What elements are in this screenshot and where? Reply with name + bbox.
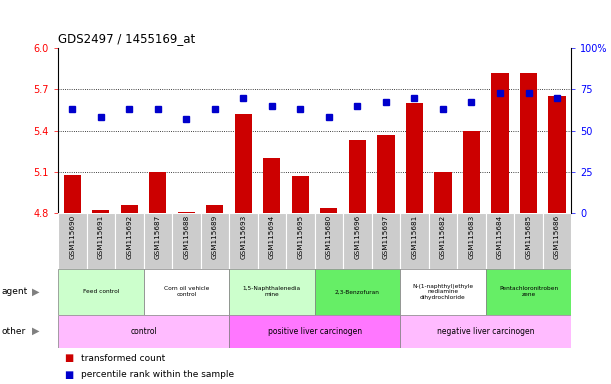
Text: positive liver carcinogen: positive liver carcinogen (268, 327, 362, 336)
Bar (315, 213, 343, 269)
Bar (371, 213, 400, 269)
Bar (520, 73, 537, 213)
Text: GSM115681: GSM115681 (411, 215, 417, 259)
Bar (92, 210, 109, 213)
Text: GSM115687: GSM115687 (155, 215, 161, 259)
Bar (286, 213, 315, 269)
Text: Pentachloronitroben
zene: Pentachloronitroben zene (499, 286, 558, 297)
Bar (87, 213, 115, 269)
Text: ■: ■ (64, 370, 73, 380)
Text: GSM115688: GSM115688 (183, 215, 189, 259)
Bar (343, 213, 371, 269)
Bar (229, 213, 258, 269)
Text: control: control (130, 327, 157, 336)
Bar (491, 73, 508, 213)
Bar (115, 213, 144, 269)
Bar (320, 208, 337, 213)
Bar (121, 205, 138, 213)
Text: percentile rank within the sample: percentile rank within the sample (81, 371, 235, 379)
Text: GSM115680: GSM115680 (326, 215, 332, 259)
Bar (229, 315, 400, 348)
Text: Corn oil vehicle
control: Corn oil vehicle control (164, 286, 209, 297)
Bar (457, 213, 486, 269)
Bar (406, 103, 423, 213)
Text: GSM115697: GSM115697 (383, 215, 389, 259)
Bar (178, 212, 195, 213)
Bar (514, 213, 543, 269)
Text: 1,5-Naphthalenedia
mine: 1,5-Naphthalenedia mine (243, 286, 301, 297)
Text: GSM115693: GSM115693 (240, 215, 246, 259)
Bar (400, 213, 429, 269)
Text: GSM115682: GSM115682 (440, 215, 446, 259)
Text: GSM115692: GSM115692 (126, 215, 133, 259)
Text: GSM115691: GSM115691 (98, 215, 104, 259)
Text: ■: ■ (64, 353, 73, 364)
Bar (400, 315, 571, 348)
Bar (543, 213, 571, 269)
Bar (200, 213, 229, 269)
Text: GSM115686: GSM115686 (554, 215, 560, 259)
Text: GSM115689: GSM115689 (212, 215, 218, 259)
Bar (149, 172, 166, 213)
Text: 2,3-Benzofuran: 2,3-Benzofuran (335, 289, 380, 295)
Bar (58, 213, 87, 269)
Text: transformed count: transformed count (81, 354, 166, 363)
Bar (144, 213, 172, 269)
Text: agent: agent (1, 287, 27, 296)
Text: GSM115684: GSM115684 (497, 215, 503, 259)
Text: other: other (1, 327, 26, 336)
Bar (378, 135, 395, 213)
Bar (486, 213, 514, 269)
Bar (58, 269, 144, 315)
Bar (207, 205, 224, 213)
Bar (292, 176, 309, 213)
Text: GSM115696: GSM115696 (354, 215, 360, 259)
Bar (172, 213, 200, 269)
Bar (64, 175, 81, 213)
Text: GDS2497 / 1455169_at: GDS2497 / 1455169_at (58, 32, 196, 45)
Text: ▶: ▶ (32, 326, 39, 336)
Text: GSM115685: GSM115685 (525, 215, 532, 259)
Text: GSM115694: GSM115694 (269, 215, 275, 259)
Text: GSM115695: GSM115695 (298, 215, 304, 259)
Bar (349, 140, 366, 213)
Bar (549, 96, 566, 213)
Bar (258, 213, 286, 269)
Bar (144, 269, 229, 315)
Bar (229, 269, 315, 315)
Text: Feed control: Feed control (82, 289, 119, 295)
Bar (486, 269, 571, 315)
Bar (58, 315, 229, 348)
Text: negative liver carcinogen: negative liver carcinogen (437, 327, 535, 336)
Text: ▶: ▶ (32, 287, 39, 297)
Bar (263, 158, 280, 213)
Text: GSM115683: GSM115683 (469, 215, 475, 259)
Text: N-(1-naphthyl)ethyle
nediamine
dihydrochloride: N-(1-naphthyl)ethyle nediamine dihydroch… (412, 283, 474, 300)
Bar (400, 269, 486, 315)
Bar (429, 213, 457, 269)
Bar (434, 172, 452, 213)
Bar (315, 269, 400, 315)
Bar (235, 114, 252, 213)
Text: GSM115690: GSM115690 (69, 215, 75, 259)
Bar (463, 131, 480, 213)
